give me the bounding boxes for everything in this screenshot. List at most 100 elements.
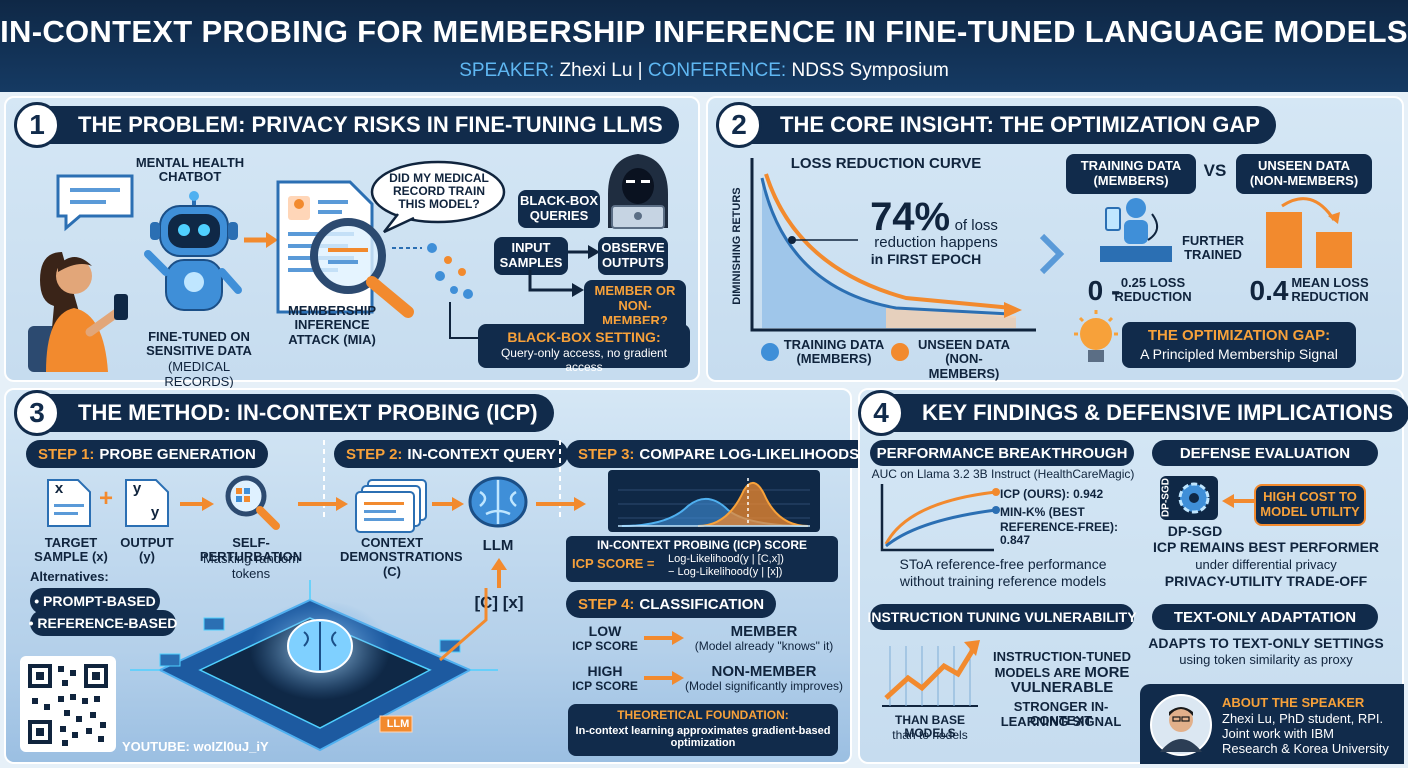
speech-text: DID MY MEDICAL RECORD TRAIN THIS MODEL? — [389, 171, 489, 212]
legend-members: TRAINING DATA (MEMBERS) — [783, 337, 885, 367]
chevron-right-icon — [1039, 233, 1065, 275]
llm-label: LLM — [482, 537, 514, 554]
alt-reference: • REFERENCE-BASED — [29, 610, 177, 636]
vs-label: VS — [1203, 161, 1227, 180]
input-samples-box: INPUT SAMPLES — [494, 237, 568, 275]
nonmember-bars — [1266, 197, 1352, 268]
chip-illustration — [130, 580, 498, 752]
arrow-icon-4 — [180, 497, 214, 511]
unseen-data-box: UNSEEN DATA (NON-MEMBERS) — [1236, 154, 1372, 194]
arrow-icon-6 — [432, 497, 464, 511]
inst-l2b: MORE — [1084, 664, 1130, 681]
score-title: IN-CONTEXT PROBING (ICP) SCORE — [596, 538, 807, 552]
step-4-pill: STEP 4: CLASSIFICATION — [566, 590, 777, 618]
left-desc: 0.25 LOSS REDUCTION — [1114, 275, 1192, 305]
robot-icon — [144, 191, 242, 311]
inst-l2a: MODELS ARE — [994, 665, 1081, 680]
legend-nonmembers-dot — [891, 343, 909, 361]
setting-title: BLACK-BOX SETTING: — [507, 329, 661, 345]
section-4-title: KEY FINDINGS & DEFENSIVE IMPLICATIONS — [870, 394, 1408, 432]
lightbulb-icon — [1074, 310, 1118, 362]
chatbot-label: MENTAL HEALTH CHATBOT — [135, 155, 245, 185]
score-formula-1: Log-Likelihood(y | [C,x]) — [668, 553, 784, 565]
inst-l4: STRONGER IN-CONTEXT — [1013, 699, 1109, 729]
distribution-chart — [608, 470, 820, 532]
doc-y-1: y — [132, 480, 142, 497]
text-only-title: TEXT-ONLY ADAPTATION — [1152, 604, 1378, 630]
stat-text-1: of loss — [954, 217, 998, 234]
member-label: MEMBER — [730, 623, 798, 640]
nonmember-label: NON-MEMBER — [711, 663, 817, 680]
icp-result: ICP (OURS): 0.942 — [1000, 487, 1104, 501]
mink-result-1: MIN-K% (BEST — [1000, 505, 1085, 519]
finetuned-label: FINE-TUNED ON SENSITIVE DATA — [146, 329, 252, 359]
mia-label: MEMBERSHIP INFERENCE ATTACK (MIA) — [287, 303, 377, 347]
connector-line — [449, 302, 482, 339]
defense-title: DEFENSE EVALUATION — [1152, 440, 1378, 466]
step-3-label: COMPARE LOG-LIKELIHOODS — [639, 445, 860, 463]
high-cost-box: HIGH COST TO MODEL UTILITY — [1254, 484, 1366, 526]
setting-desc: Query-only access, no gradient access — [500, 346, 668, 374]
about-l3: Research & Korea University — [1222, 741, 1389, 756]
plus-icon: + — [98, 485, 113, 512]
score-label: ICP SCORE = — [572, 556, 655, 571]
icp-score-box: IN-CONTEXT PROBING (ICP) SCORE ICP SCORE… — [566, 536, 838, 582]
selfpert-label: SELF-PERTURBATION — [199, 535, 303, 565]
arrow-icon — [244, 232, 278, 248]
inst-l3: VULNERABLE — [1010, 679, 1114, 696]
training-data-box: TRAINING DATA (MEMBERS) — [1066, 154, 1196, 194]
selfpert-desc: Masking random tokens — [202, 551, 300, 581]
step-1-label: PROBE GENERATION — [99, 445, 256, 463]
arrow-left-icon — [1222, 494, 1256, 508]
arrow-icon-8 — [644, 631, 684, 645]
right-desc: MEAN LOSS REDUCTION — [1291, 275, 1369, 305]
header: IN-CONTEXT PROBING FOR MEMBERSHIP INFERE… — [0, 0, 1408, 92]
observe-outputs-box: OBSERVE OUTPUTS — [598, 237, 668, 275]
speaker-line: SPEAKER: Zhexi Lu | CONFERENCE: NDSS Sym… — [0, 60, 1408, 82]
youtube-label[interactable]: YOUTUBE: woIZl0uJ_iY — [122, 739, 269, 754]
perf-title: PERFORMANCE BREAKTHROUGH — [870, 440, 1134, 466]
section-1-title: THE PROBLEM: PRIVACY RISKS IN FINE-TUNIN… — [26, 106, 679, 144]
arrow-icon-5 — [298, 497, 348, 511]
hacker-icon — [608, 154, 668, 229]
section-2-number: 2 — [716, 102, 762, 148]
step-2-label: IN-CONTEXT QUERY — [407, 445, 557, 463]
speaker-name: Zhexi Lu — [559, 60, 633, 81]
step-3-number: STEP 3: — [578, 445, 635, 463]
magnifier-icon — [225, 475, 280, 530]
conference-name: NDSS Symposium — [791, 60, 949, 81]
gear-icon — [1160, 476, 1218, 520]
icp-series-line — [884, 490, 997, 545]
qr-code — [20, 656, 116, 752]
score-formula-2: − Log-Likelihood(y | [x]) — [668, 566, 783, 578]
context-docs-icon — [355, 479, 427, 533]
than-nodels: than to nodels — [892, 728, 968, 742]
arrow-icon-9 — [644, 671, 684, 685]
legend-members-dot — [761, 343, 779, 361]
high-label: HIGH — [587, 663, 623, 679]
trained-person-icon — [1100, 198, 1172, 262]
target-doc-icon — [47, 479, 91, 527]
y-axis-label: DIMINISHING RETURS — [730, 187, 743, 305]
alt-prompt: • PROMPT-BASED — [30, 588, 160, 614]
step-3-pill: STEP 3: COMPARE LOG-LIKELIHOODS — [566, 440, 872, 468]
target-label: TARGET SAMPLE (x) — [34, 535, 108, 565]
optimization-gap-box: THE OPTIMIZATION GAP: A Principled Membe… — [1122, 322, 1356, 368]
perf-foot-2: without training reference models — [899, 573, 1107, 589]
perf-foot-1: SToA reference-free performance — [899, 556, 1107, 572]
speech-bubble-icon — [370, 160, 506, 234]
step-1-number: STEP 1: — [38, 445, 95, 463]
output-label: OUTPUT (y) — [120, 535, 174, 565]
section-1-number: 1 — [14, 102, 60, 148]
arrow-icon-3 — [528, 270, 584, 297]
section-2-title: THE CORE INSIGHT: THE OPTIMIZATION GAP — [728, 106, 1276, 144]
conference-label: CONFERENCE: — [647, 60, 787, 81]
legend-nonmembers: UNSEEN DATA (NON-MEMBERS) — [918, 337, 1010, 381]
theory-title: THEORETICAL FOUNDATION: — [617, 708, 789, 722]
curve-title: LOSS REDUCTION CURVE — [790, 155, 982, 172]
dashed-divider-2 — [559, 440, 561, 520]
mink-point — [992, 506, 1000, 514]
brain-icon — [468, 476, 528, 528]
person-icon — [28, 252, 128, 372]
arrow-up-icon — [491, 558, 507, 588]
